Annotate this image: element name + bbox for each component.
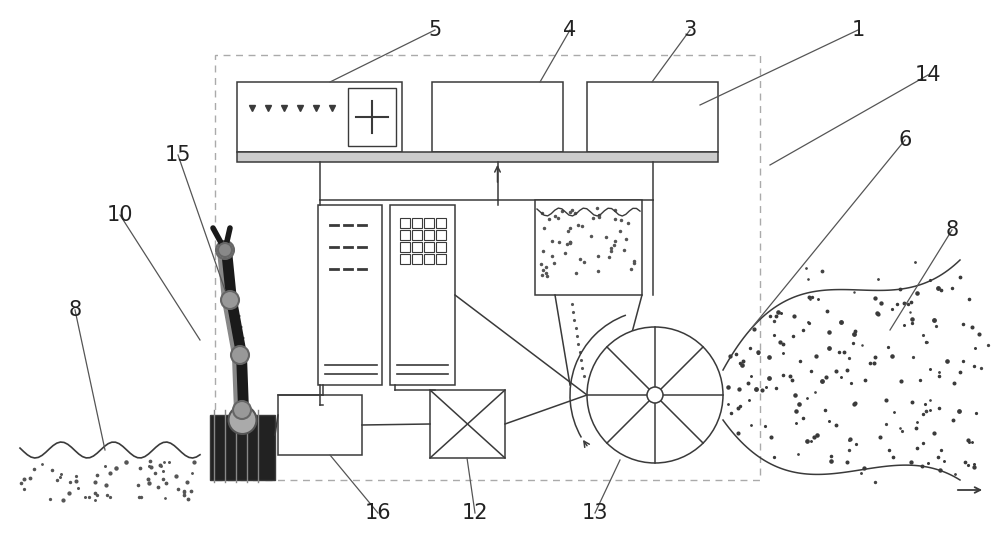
Bar xyxy=(436,242,446,252)
Text: 8: 8 xyxy=(945,220,959,240)
Bar xyxy=(400,254,410,264)
Bar xyxy=(535,200,642,295)
Bar xyxy=(210,415,275,480)
Bar xyxy=(436,254,446,264)
Text: 5: 5 xyxy=(428,20,442,40)
Bar xyxy=(436,230,446,240)
Bar xyxy=(237,82,402,152)
Circle shape xyxy=(647,387,663,403)
Bar xyxy=(278,395,362,455)
Bar xyxy=(412,218,422,228)
Circle shape xyxy=(587,327,723,463)
Bar xyxy=(430,390,505,458)
Circle shape xyxy=(218,243,232,257)
Circle shape xyxy=(233,401,251,419)
Bar xyxy=(412,254,422,264)
Text: 13: 13 xyxy=(582,503,608,523)
Text: 12: 12 xyxy=(462,503,488,523)
Text: 16: 16 xyxy=(365,503,391,523)
Bar xyxy=(412,242,422,252)
Text: 8: 8 xyxy=(68,300,82,320)
Circle shape xyxy=(231,346,249,364)
Bar xyxy=(436,218,446,228)
Bar xyxy=(424,242,434,252)
Bar xyxy=(215,55,760,480)
Bar xyxy=(390,205,455,385)
Bar xyxy=(400,230,410,240)
Text: 4: 4 xyxy=(563,20,577,40)
Bar xyxy=(432,82,563,152)
Bar xyxy=(424,230,434,240)
Bar xyxy=(424,218,434,228)
Bar xyxy=(587,82,718,152)
Circle shape xyxy=(228,406,256,434)
Bar xyxy=(237,152,718,162)
Circle shape xyxy=(221,291,239,309)
Bar xyxy=(348,88,396,146)
Text: 3: 3 xyxy=(683,20,697,40)
Text: 6: 6 xyxy=(898,130,912,150)
Bar xyxy=(424,254,434,264)
Bar xyxy=(400,218,410,228)
Bar xyxy=(400,242,410,252)
Text: 10: 10 xyxy=(107,205,133,225)
Bar xyxy=(318,205,382,385)
Text: 1: 1 xyxy=(851,20,865,40)
Circle shape xyxy=(216,241,234,259)
Text: 15: 15 xyxy=(165,145,191,165)
Text: 14: 14 xyxy=(915,65,941,85)
Bar xyxy=(412,230,422,240)
